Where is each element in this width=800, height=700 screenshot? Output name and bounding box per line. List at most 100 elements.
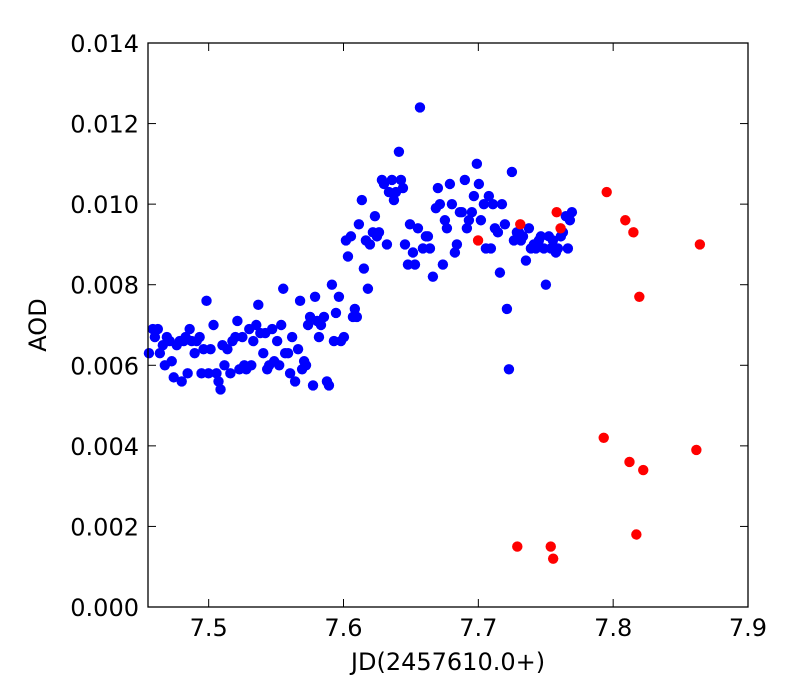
point-series1-56 [276, 319, 287, 331]
point-series1-30 [215, 384, 226, 395]
x-tick-label-2: 7.7 [459, 614, 497, 642]
point-series1-137 [466, 207, 478, 218]
point-series1-78 [326, 279, 338, 290]
point-series2-7 [598, 432, 609, 443]
point-series1-24 [201, 295, 212, 307]
point-series1-95 [364, 239, 376, 250]
point-series2-5 [551, 207, 562, 218]
point-series1-115 [412, 223, 424, 234]
point-series1-109 [397, 182, 409, 194]
point-series1-2 [149, 331, 161, 343]
y-tick-label-0: 0.000 [70, 594, 139, 622]
point-series1-105 [388, 194, 400, 206]
point-series1-77 [323, 380, 335, 391]
point-series1-17 [184, 323, 195, 335]
point-series1-151 [499, 219, 511, 230]
point-series1-128 [444, 178, 456, 190]
point-series1-71 [309, 291, 321, 302]
point-series1-0 [143, 348, 155, 359]
point-series1-43 [246, 360, 257, 371]
point-series1-4 [154, 348, 166, 359]
point-series1-116 [414, 102, 426, 113]
point-series1-108 [395, 174, 407, 186]
point-series1-33 [222, 343, 233, 355]
point-series1-159 [517, 231, 529, 242]
point-series1-114 [409, 259, 421, 270]
point-series1-32 [219, 360, 230, 371]
point-series1-166 [535, 231, 547, 242]
point-series1-131 [451, 239, 463, 250]
y-tick-label-7: 0.014 [70, 30, 139, 58]
point-series1-124 [434, 198, 446, 210]
point-series1-136 [463, 215, 475, 226]
point-series1-16 [182, 368, 193, 379]
x-tick-label-0: 7.5 [190, 614, 228, 642]
point-series1-142 [478, 198, 490, 210]
point-series1-26 [205, 343, 216, 355]
y-tick-label-1: 0.002 [70, 513, 139, 541]
point-series2-6 [555, 223, 566, 234]
point-series2-14 [638, 464, 649, 476]
y-tick-label-3: 0.006 [70, 352, 139, 380]
point-series1-21 [194, 331, 205, 343]
point-series1-70 [307, 380, 319, 391]
x-tick-label-1: 7.6 [324, 614, 362, 642]
y-axis-label: AOD [24, 298, 52, 351]
point-series1-86 [345, 231, 357, 242]
point-series2-4 [547, 553, 559, 564]
point-series1-13 [176, 376, 187, 387]
point-series1-73 [313, 331, 325, 343]
point-series1-161 [523, 223, 535, 234]
point-series1-129 [446, 198, 458, 210]
point-series1-10 [168, 372, 179, 383]
point-series1-139 [471, 158, 483, 170]
point-series1-48 [258, 348, 269, 359]
point-series2-11 [628, 227, 639, 238]
point-series1-145 [485, 243, 497, 254]
point-series1-37 [232, 315, 243, 327]
point-series1-101 [378, 178, 390, 190]
point-series2-10 [624, 456, 635, 468]
point-series1-25 [203, 368, 214, 379]
point-series2-1 [512, 541, 523, 552]
y-tick-label-4: 0.008 [70, 272, 139, 300]
point-series1-9 [166, 356, 177, 367]
data-points [143, 102, 706, 564]
point-series1-164 [530, 243, 542, 254]
point-series1-149 [494, 267, 506, 278]
axis-ticks: 7.5 7.6 7.7 7.8 7.9 0.000 0.002 0.004 0.006 0.008… [70, 30, 767, 642]
point-series1-110 [399, 239, 411, 250]
x-tick-label-3: 7.8 [594, 614, 632, 642]
y-tick-label-6: 0.012 [70, 111, 139, 139]
point-series1-123 [432, 182, 444, 194]
point-series1-28 [211, 368, 222, 379]
point-series2-13 [634, 291, 645, 302]
point-series1-168 [540, 279, 552, 290]
point-series1-94 [362, 283, 374, 294]
point-series1-89 [351, 311, 363, 323]
point-series1-60 [284, 368, 296, 379]
point-series2-15 [691, 444, 702, 456]
y-tick-label-5: 0.010 [70, 191, 139, 219]
point-series2-2 [515, 219, 526, 230]
point-series1-52 [266, 323, 278, 335]
point-series1-67 [300, 360, 312, 371]
point-series1-45 [251, 319, 262, 331]
point-series2-0 [472, 235, 484, 246]
plot-frame [147, 42, 749, 608]
point-series1-148 [492, 227, 504, 238]
point-series2-3 [545, 541, 556, 552]
point-series1-99 [373, 227, 385, 238]
point-series1-121 [427, 271, 439, 282]
point-series1-57 [278, 283, 289, 294]
point-series1-107 [393, 146, 405, 157]
point-series1-152 [501, 303, 513, 315]
point-series1-74 [315, 319, 327, 331]
point-series1-134 [459, 174, 471, 186]
point-series1-154 [506, 166, 518, 178]
point-series1-88 [349, 303, 361, 315]
point-series1-68 [302, 319, 314, 331]
point-series2-12 [631, 529, 642, 540]
point-series1-39 [237, 331, 248, 343]
point-series1-141 [475, 215, 487, 226]
